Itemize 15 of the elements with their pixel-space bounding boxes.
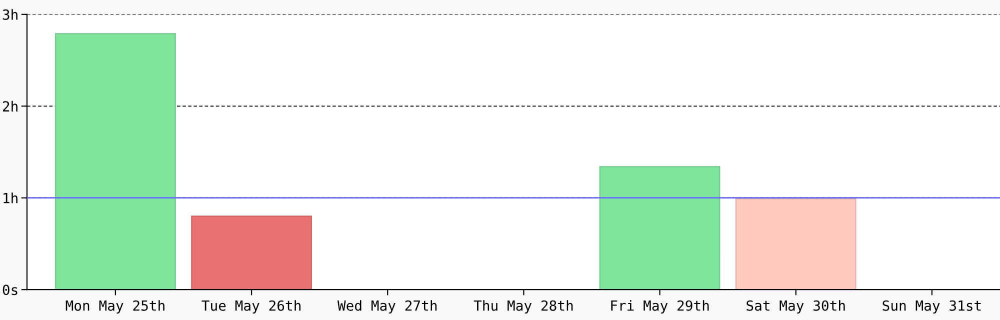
x-tick-label: Fri May 29th [611, 300, 709, 314]
y-tick-label: 2h [2, 100, 18, 112]
x-tick-label: Wed May 27th [337, 300, 437, 314]
x-tick-label: Sun May 31st [882, 300, 981, 314]
bar [599, 166, 720, 290]
bar [191, 216, 312, 290]
bar [735, 198, 856, 290]
x-tick-label: Tue May 26th [202, 300, 300, 314]
y-tick-label: 0s [2, 284, 18, 296]
x-tick-label: Mon May 25th [66, 300, 164, 314]
x-tick-label: Thu May 28th [474, 300, 573, 314]
bar [55, 33, 176, 290]
x-tick-label: Sat May 30th [746, 300, 845, 314]
y-tick-label: 1h [4, 192, 18, 204]
y-tick-label: 3h [2, 9, 18, 20]
